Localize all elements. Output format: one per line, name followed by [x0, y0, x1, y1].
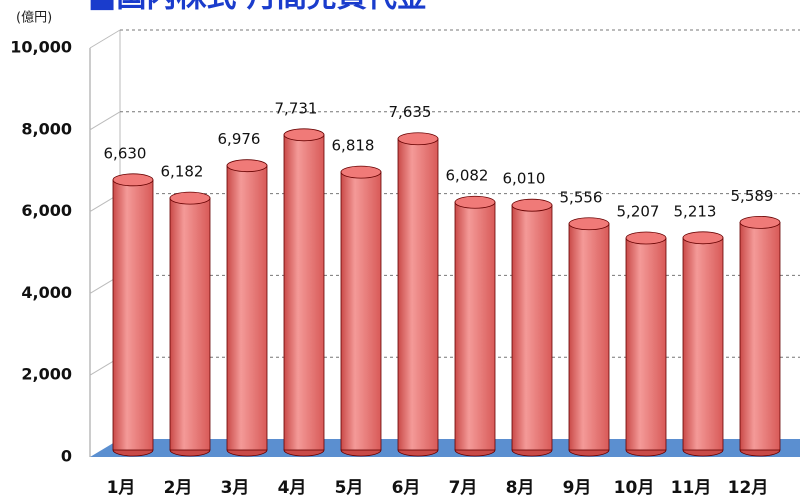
y-tick-label: 6,000 [21, 201, 72, 220]
bar-top [283, 128, 325, 142]
bar-top [568, 217, 610, 231]
value-label: 6,818 [332, 137, 375, 155]
bar [625, 237, 667, 451]
value-label: 7,635 [389, 103, 432, 121]
x-tick-label: 6月 [392, 478, 421, 498]
bar [226, 165, 268, 451]
x-tick-label: 2月 [164, 478, 193, 498]
bar-top [454, 195, 496, 209]
value-label: 5,213 [674, 202, 717, 220]
x-tick-label: 7月 [449, 478, 478, 498]
bar-top [397, 132, 439, 146]
value-label: 5,589 [731, 187, 774, 205]
bar [682, 237, 724, 451]
value-label: 6,010 [503, 170, 546, 188]
grid-line-side [89, 29, 121, 49]
x-tick-label: 4月 [278, 478, 307, 498]
bar-top [625, 231, 667, 245]
bar-top [169, 191, 211, 205]
grid-line-side [89, 111, 121, 131]
x-tick-label: 10月 [614, 478, 655, 498]
value-label: 6,976 [218, 130, 261, 148]
bar [112, 179, 154, 451]
floor [90, 439, 800, 457]
x-tick-label: 12月 [728, 478, 769, 498]
value-label: 7,731 [275, 99, 318, 117]
bar-top [739, 216, 781, 229]
y-tick-label: 8,000 [21, 119, 72, 138]
y-tick-label: 4,000 [21, 283, 72, 302]
bar [169, 197, 211, 451]
unit-label: (億円) [16, 10, 52, 26]
value-label: 6,182 [161, 163, 204, 181]
bar [340, 171, 382, 451]
y-tick-label: 0 [61, 447, 72, 466]
bar-top [226, 159, 268, 173]
bar-top [112, 173, 154, 187]
bar [454, 201, 496, 451]
chart-title: ■国内株式 月間売買代金 [88, 0, 428, 15]
value-label: 6,630 [104, 144, 147, 162]
bar [568, 223, 610, 451]
bar [283, 134, 325, 451]
value-label: 6,082 [446, 167, 489, 185]
y-tick-label: 10,000 [10, 38, 72, 57]
x-tick-label: 8月 [506, 478, 535, 498]
value-label: 5,207 [617, 203, 660, 221]
bar-top [511, 198, 553, 212]
bar [739, 222, 781, 451]
x-tick-label: 11月 [671, 478, 712, 498]
x-tick-label: 9月 [563, 478, 592, 498]
y-tick-label: 2,000 [21, 365, 72, 384]
bar [511, 204, 553, 451]
bar-top [682, 231, 724, 245]
bar [397, 138, 439, 451]
x-tick-label: 1月 [107, 478, 136, 498]
x-tick-label: 5月 [335, 478, 364, 498]
x-tick-label: 3月 [221, 478, 250, 498]
value-label: 5,556 [560, 188, 603, 206]
bar-top [340, 165, 382, 179]
